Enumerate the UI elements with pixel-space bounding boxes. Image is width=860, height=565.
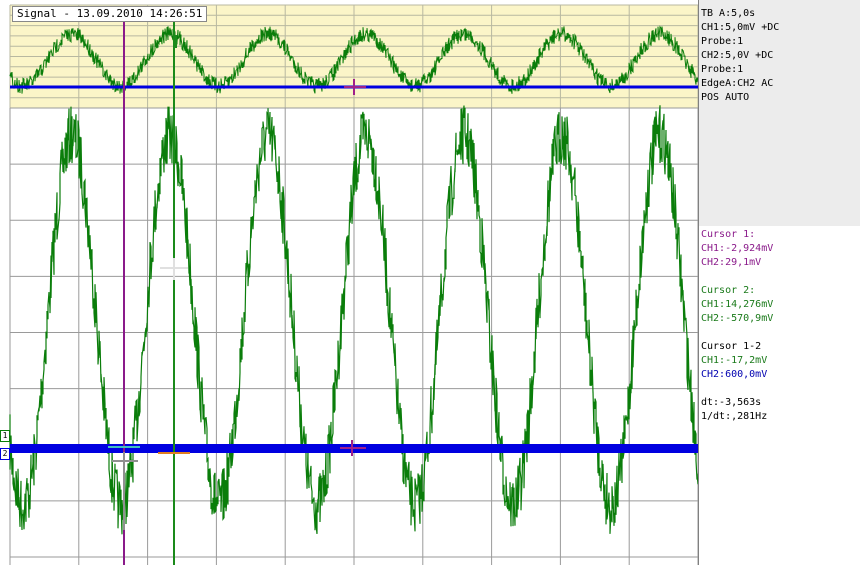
delta-time-value: dt:-3,563s: [701, 397, 762, 408]
ch2-ground-marker[interactable]: 2: [0, 448, 10, 460]
cursor-1-ch2-value: CH2:29,1mV: [701, 257, 762, 268]
timebase-readout: TB A:5,0s: [701, 8, 756, 19]
trigger-readout: EdgeA:CH2 AC: [701, 78, 774, 89]
cursor-2-title: Cursor 2:: [701, 285, 756, 296]
cursor-1-title: Cursor 1:: [701, 229, 756, 240]
readout-panel: TB A:5,0s CH1:5,0mV +DC Probe:1 CH2:5,0V…: [698, 0, 860, 565]
ch1-setting-readout: CH1:5,0mV +DC: [701, 22, 780, 33]
trigger-marker[interactable]: [340, 79, 366, 456]
ch2-setting-readout: CH2:5,0V +DC: [701, 50, 774, 61]
waveform-canvas[interactable]: [0, 0, 698, 565]
ch1-probe-readout: Probe:1: [701, 36, 744, 47]
cursor-diff-title: Cursor 1-2: [701, 341, 762, 352]
frequency-value: 1/dt:,281Hz: [701, 411, 768, 422]
cursor-2-ch2-value: CH2:-570,9mV: [701, 313, 774, 324]
cursor-diff-ch1-value: CH1:-17,2mV: [701, 355, 768, 366]
cursor-2-ch1-marker[interactable]: [160, 258, 188, 280]
cursor-diff-ch2-value: CH2:600,0mV: [701, 369, 768, 380]
scope-display[interactable]: Signal - 13.09.2010 14:26:51 1 2: [0, 0, 698, 565]
settings-readout: TB A:5,0s CH1:5,0mV +DC Probe:1 CH2:5,0V…: [699, 0, 860, 226]
ch1-ground-marker[interactable]: 1: [0, 430, 10, 442]
channel-markers: 1 2: [0, 430, 10, 460]
cursor-1-ch1-value: CH1:-2,924mV: [701, 243, 774, 254]
zoom-ch1-trace: [9, 25, 698, 94]
position-readout: POS AUTO: [701, 92, 750, 103]
ch2-probe-readout: Probe:1: [701, 64, 744, 75]
window-title: Signal - 13.09.2010 14:26:51: [12, 6, 208, 22]
cursor-2-ch1-value: CH1:14,276mV: [701, 299, 774, 310]
cursor-1-ch1-marker[interactable]: [112, 452, 138, 530]
